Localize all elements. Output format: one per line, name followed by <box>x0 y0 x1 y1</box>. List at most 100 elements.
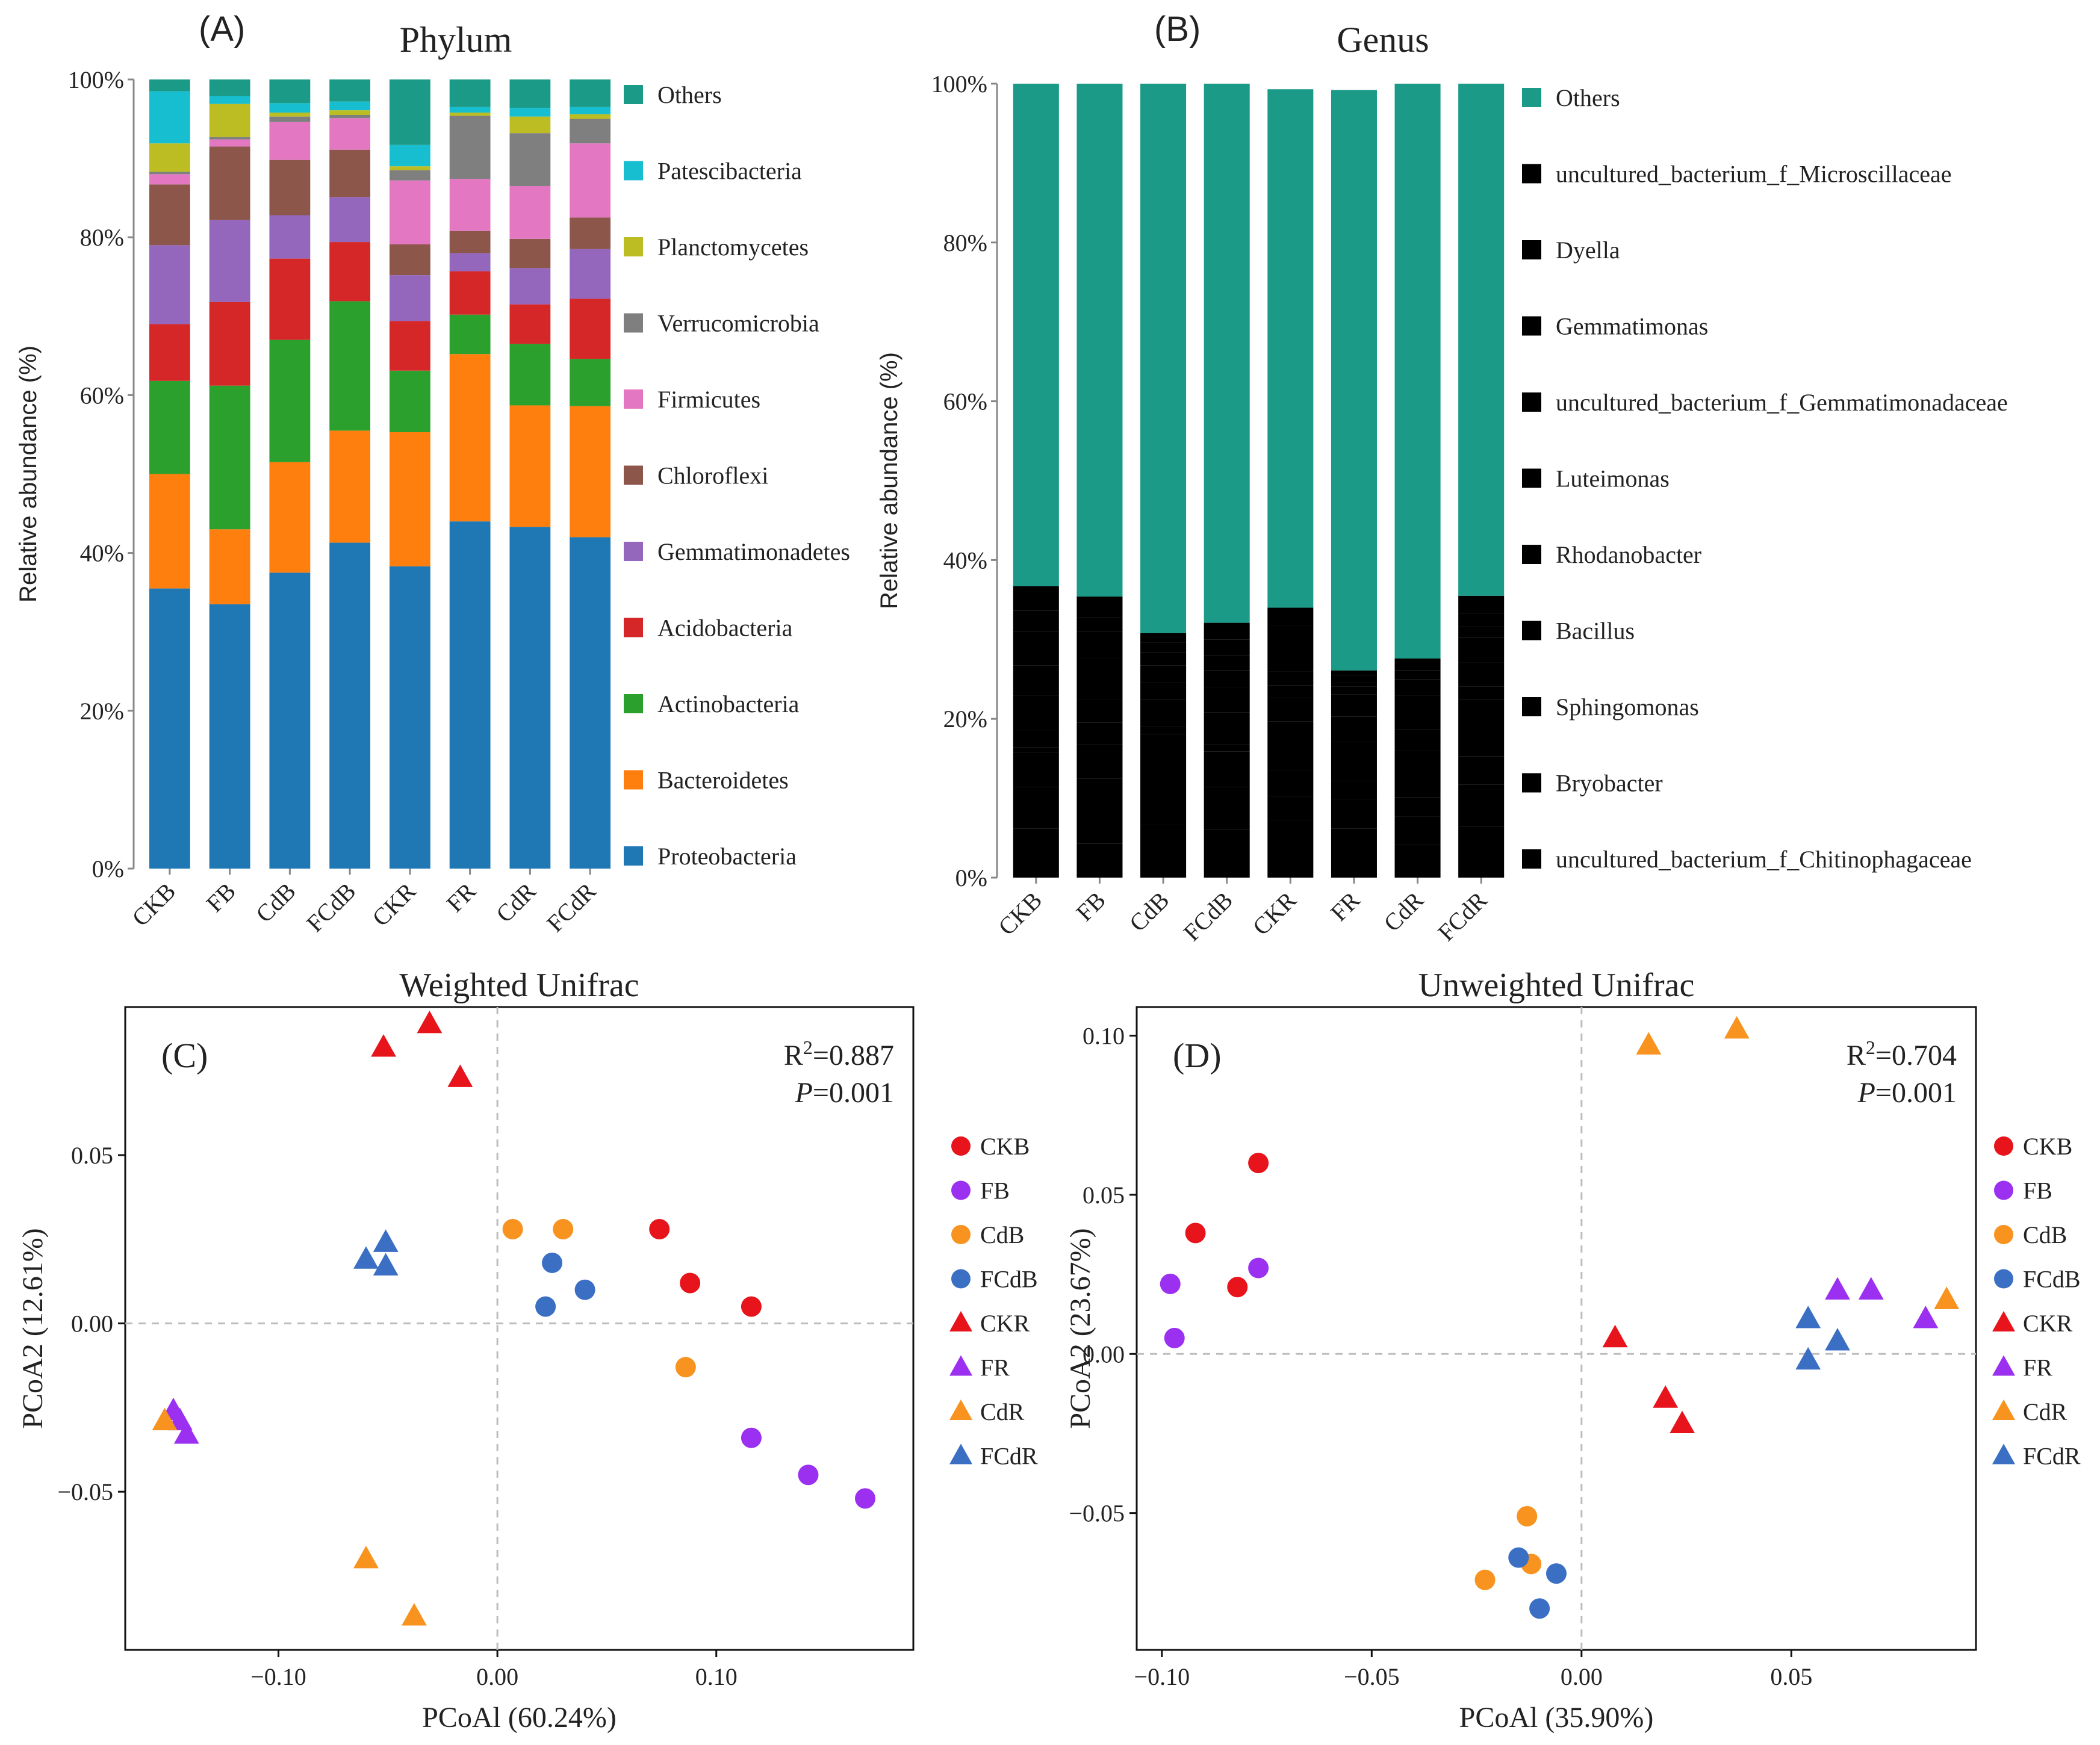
legend-swatch <box>624 161 643 181</box>
point-fcdb <box>542 1252 563 1273</box>
bar-segment-cdb-planctomycetes <box>269 113 311 117</box>
x-tick-label: 0.10 <box>695 1663 738 1690</box>
x-tick-label: FCdB <box>301 878 361 937</box>
bar-segment-cdr-patescibacteria <box>509 108 551 117</box>
point-ckb <box>649 1219 670 1240</box>
stat-r2-value: =0.887 <box>813 1040 894 1071</box>
point-fcdr <box>1795 1306 1821 1328</box>
bar-segment-fr-uncultured_bacterium_f_chitinophagaceae <box>1331 828 1377 878</box>
bar-segment-cdb-others <box>269 79 311 104</box>
bar-segment-fcdr-luteimonas <box>1458 662 1505 687</box>
legend-label: Patescibacteria <box>657 158 802 185</box>
legend-swatch <box>1522 240 1541 259</box>
bar-segment-fcdr-sphingomonas <box>1458 756 1505 785</box>
bar-segment-fcdb-others <box>1204 84 1250 623</box>
stat-r2-symbol: R <box>784 1040 803 1071</box>
legend-swatch <box>624 465 643 485</box>
bar-segment-cdr-actinobacteria <box>509 344 551 406</box>
y-tick-label: 100% <box>931 70 987 98</box>
y-tick-label: 40% <box>943 547 987 574</box>
bar-segment-cdr-bryobacter <box>1394 816 1441 845</box>
bar-segment-fcdr-others <box>1458 84 1505 596</box>
bar-segment-fcdb-gemmatimonadetes <box>329 197 371 243</box>
bar-segment-fb-chloroflexi <box>209 146 250 220</box>
legend-marker <box>1992 1443 2015 1464</box>
point-fcdr <box>353 1246 379 1269</box>
x-tick-label: 0.00 <box>1561 1663 1603 1690</box>
legend-swatch <box>1522 697 1541 716</box>
bar-segment-cdr-chloroflexi <box>509 238 551 268</box>
legend-label: Bacteroidetes <box>657 767 789 794</box>
x-tick-label: 0.00 <box>476 1663 518 1690</box>
stat-p: P=0.001 <box>1857 1077 1957 1109</box>
point-ckb <box>1248 1153 1269 1174</box>
bar-segment-ckr-dyella <box>1267 625 1314 656</box>
bar-segment-fcdr-gemmatimonadetes <box>570 249 611 299</box>
x-tick-label: −0.10 <box>250 1663 306 1690</box>
bar-segment-fr-uncultured_bacterium_f_gemmatimonadaceae <box>1331 686 1377 695</box>
y-tick-label: 0.00 <box>71 1310 113 1337</box>
bar-segment-fb-rhodanobacter <box>1076 722 1123 745</box>
y-axis-label: Relative abundance (%) <box>876 352 902 609</box>
point-ckr <box>417 1010 443 1034</box>
bar-segment-fr-dyella <box>1331 675 1377 683</box>
legend-marker <box>951 1136 971 1156</box>
bar-segment-fr-firmicutes <box>449 179 491 231</box>
point-fcdb <box>1529 1598 1550 1619</box>
bar-segment-fcdr-gemmatimonas <box>1458 627 1505 638</box>
point-ckr <box>1602 1324 1628 1348</box>
bar-segment-fr-gemmatimonas <box>1331 682 1377 687</box>
x-tick-label: FCdR <box>1432 886 1493 946</box>
bar-segment-cdb-luteimonas <box>1140 683 1187 699</box>
bar-segment-ckr-bacillus <box>1267 721 1314 770</box>
point-cdb <box>553 1219 574 1240</box>
legend-swatch <box>1522 88 1541 107</box>
bar-segment-fr-others <box>1331 90 1377 671</box>
x-tick-label: CKR <box>1247 886 1302 940</box>
bar-segment-ckr-luteimonas <box>1267 685 1314 698</box>
bar-segment-fb-dyella <box>1076 618 1123 632</box>
x-tick-label: CdR <box>1378 886 1429 937</box>
legend-swatch <box>624 846 643 866</box>
bar-segment-fcdr-acidobacteria <box>570 299 611 359</box>
bar-segment-fcdb-rhodanobacter <box>1204 712 1250 745</box>
bar-segment-cdr-sphingomonas <box>1394 797 1441 817</box>
y-axis-label: PCoA2 (23.67%) <box>1064 1228 1096 1428</box>
stat-r2-superscript: 2 <box>803 1037 813 1058</box>
bar-segment-fcdb-others <box>329 79 371 102</box>
point-fb <box>798 1464 819 1486</box>
legend-marker <box>949 1399 972 1420</box>
point-fr <box>173 1421 199 1444</box>
legend-swatch <box>624 694 643 713</box>
legend-label: Proteobacteria <box>657 843 797 870</box>
x-tick-label: FB <box>201 878 241 917</box>
point-fcdb <box>574 1279 595 1300</box>
y-axis-label: PCoA2 (12.61%) <box>17 1228 49 1428</box>
x-tick-label: CKB <box>993 887 1047 941</box>
chart-title: Weighted Unifrac <box>399 967 639 1004</box>
legend-swatch <box>624 313 643 333</box>
bar-segment-ckb-gemmatimonas <box>1013 631 1059 666</box>
bar-segment-ckb-planctomycetes <box>149 143 190 172</box>
bar-segment-fcdb-acidobacteria <box>329 242 371 302</box>
bar-segment-ckr-others <box>1267 89 1314 608</box>
bar-segment-fcdr-uncultured_bacterium_f_chitinophagaceae <box>1458 826 1505 878</box>
legend-label: Sphingomonas <box>1556 693 1699 721</box>
bar-segment-cdr-uncultured_bacterium_f_microscillaceae <box>1394 658 1441 665</box>
bar-segment-fcdr-verrucomicrobia <box>570 119 611 144</box>
legend-marker <box>949 1355 972 1376</box>
legend-label: uncultured_bacterium_f_Chitinophagaceae <box>1556 846 1972 873</box>
legend-marker <box>949 1443 972 1464</box>
bar-segment-fcdb-uncultured_bacterium_f_chitinophagaceae <box>1204 829 1250 878</box>
legend-marker <box>951 1225 971 1244</box>
bar-segment-fcdr-bacillus <box>1458 699 1505 757</box>
bar-segment-cdb-verrucomicrobia <box>269 116 311 122</box>
legend-marker <box>1992 1311 2015 1331</box>
legend-label: Planctomycetes <box>657 234 809 261</box>
y-axis-label: Relative abundance (%) <box>15 346 42 603</box>
bar-segment-cdb-bacillus <box>1140 727 1187 734</box>
legend-label: uncultured_bacterium_f_Microscillaceae <box>1556 161 1951 188</box>
chart-title: Unweighted Unifrac <box>1418 967 1695 1004</box>
bar-segment-cdb-chloroflexi <box>269 160 311 215</box>
bar-segment-fb-others <box>1076 84 1123 597</box>
